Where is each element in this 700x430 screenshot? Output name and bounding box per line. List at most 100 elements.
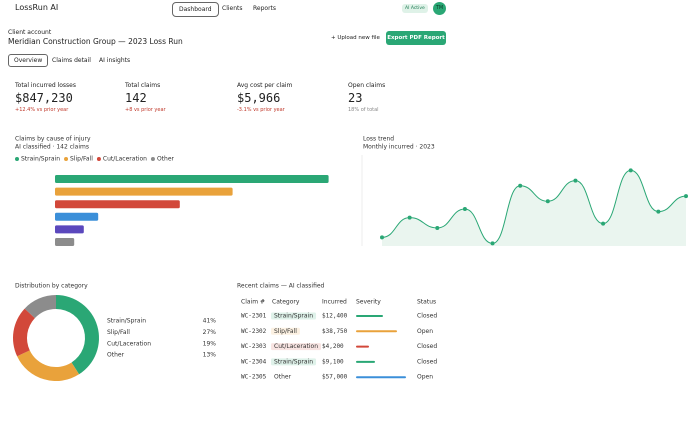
severity-bar — [356, 315, 383, 317]
kpi-delta: +8 vs prior year — [125, 107, 166, 113]
incurred: $38,750 — [322, 328, 348, 335]
table-title: Recent claims — AI classified — [237, 283, 325, 290]
legend-value: 41% — [203, 318, 217, 325]
trend-point — [518, 183, 523, 188]
bar — [55, 175, 329, 183]
trend-point — [407, 215, 412, 220]
tab[interactable]: Claims detail — [52, 57, 91, 64]
legend-label: Slip/Fall — [107, 329, 130, 336]
column-header: Severity — [356, 299, 381, 306]
legend-label: Strain/Sprain — [21, 156, 60, 163]
nav-tab[interactable]: Reports — [253, 5, 277, 12]
kpi-label: Open claims — [348, 82, 386, 89]
legend-swatch — [64, 157, 69, 161]
kpi-label: Avg cost per claim — [237, 82, 293, 89]
trend-point — [435, 225, 440, 230]
legend-label: Other — [157, 156, 175, 163]
column-header: Category — [272, 299, 300, 306]
kpi-value: 23 — [348, 91, 363, 105]
eyebrow: Client account — [8, 29, 52, 36]
status: Open — [417, 374, 433, 381]
status: Closed — [417, 358, 437, 365]
column-header: Claim # — [241, 299, 265, 306]
chart-subtitle: Monthly incurred · 2023 — [363, 144, 435, 151]
trend-point — [490, 241, 495, 246]
chart-title: Distribution by category — [15, 283, 88, 290]
kpi-label: Total claims — [125, 82, 161, 89]
trend-point — [573, 178, 578, 183]
category: Slip/Fall — [274, 328, 297, 335]
trend-point — [545, 199, 550, 204]
trend-point — [462, 207, 467, 212]
kpi-delta: -3.1% vs prior year — [237, 107, 285, 113]
bar — [55, 212, 99, 221]
legend-swatch — [15, 157, 19, 161]
column-header: Incurred — [322, 299, 347, 306]
category-pill — [271, 327, 300, 335]
incurred: $57,000 — [322, 374, 348, 381]
legend-swatch — [150, 157, 155, 161]
upload-button[interactable]: + Upload new file — [331, 35, 380, 41]
status-badge: AI Active — [402, 4, 428, 13]
severity-bar — [356, 345, 369, 348]
bar — [55, 200, 180, 209]
page-title: Meridian Construction Group — 2023 Loss … — [8, 37, 183, 46]
donut-segment — [56, 295, 99, 375]
status: Closed — [417, 313, 437, 320]
area-fill — [382, 170, 686, 246]
category: Strain/Sprain — [274, 358, 313, 365]
legend-label: Cut/Laceration — [107, 340, 151, 347]
claim-id: WC-2304 — [241, 358, 267, 365]
legend-label: Cut/Laceration — [103, 156, 147, 163]
legend-value: 27% — [203, 329, 217, 336]
claim-id: WC-2301 — [241, 313, 267, 320]
kpi-label: Total incurred losses — [15, 82, 77, 89]
legend-label: Slip/Fall — [70, 156, 93, 163]
kpi-value: $847,230 — [15, 91, 73, 105]
legend-label: Strain/Sprain — [107, 318, 146, 325]
category: Strain/Sprain — [274, 313, 313, 320]
trend-point — [656, 209, 661, 214]
incurred: $12,400 — [322, 313, 348, 320]
category-pill — [271, 358, 317, 366]
severity-bar — [356, 330, 397, 333]
category: Cut/Laceration — [274, 343, 318, 350]
category: Other — [274, 374, 292, 381]
kpi-delta: 18% of total — [348, 107, 379, 113]
trend-point — [380, 235, 384, 240]
trend-point — [601, 221, 606, 226]
incurred: $4,200 — [322, 343, 344, 350]
bar — [55, 187, 233, 196]
nav-tab[interactable]: Dashboard — [172, 2, 219, 17]
trend-point — [628, 168, 633, 173]
export-button[interactable]: Export PDF Report — [386, 31, 446, 45]
incurred: $9,100 — [322, 358, 344, 365]
chart-subtitle: AI classified · 142 claims — [15, 144, 89, 151]
kpi-value: $5,966 — [237, 91, 281, 105]
category-pill — [271, 343, 322, 351]
legend-swatch — [96, 157, 101, 161]
donut-segment — [13, 308, 35, 357]
tab[interactable]: Overview — [8, 54, 49, 67]
bar — [55, 238, 75, 246]
trend-point — [684, 194, 688, 199]
tab[interactable]: AI insights — [99, 57, 131, 64]
category-pill — [271, 312, 317, 320]
bar — [55, 225, 84, 234]
status: Open — [417, 328, 433, 335]
claim-id: WC-2303 — [241, 343, 267, 350]
nav-tab[interactable]: Clients — [222, 5, 243, 12]
legend-value: 19% — [203, 340, 217, 347]
status: Closed — [417, 343, 437, 350]
claim-id: WC-2302 — [241, 328, 267, 335]
avatar[interactable]: TM — [433, 2, 446, 15]
severity-bar — [356, 360, 375, 363]
chart-title: Claims by cause of injury — [15, 136, 91, 143]
claim-id: WC-2305 — [241, 374, 267, 381]
donut-segment — [24, 295, 56, 319]
column-header: Status — [417, 299, 436, 306]
chart-title: Loss trend — [363, 136, 394, 143]
legend-value: 13% — [203, 352, 217, 359]
